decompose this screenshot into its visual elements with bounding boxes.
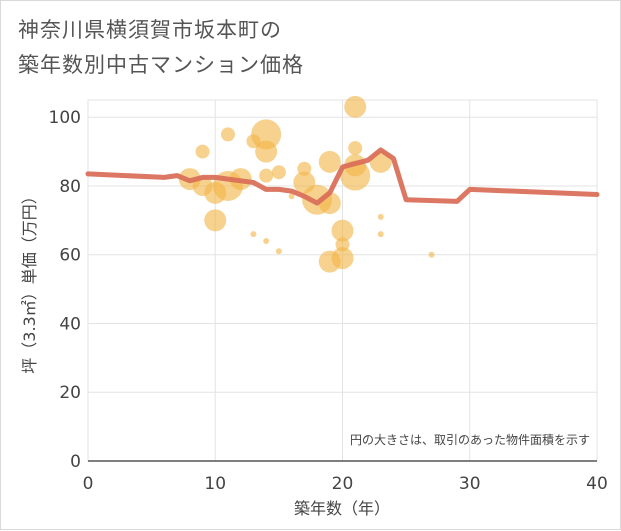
x-axis-label: 築年数（年） [294, 499, 390, 518]
x-tick-label: 10 [204, 474, 226, 494]
bubble-point [204, 209, 227, 232]
bubble-point [259, 168, 274, 183]
y-tick-label: 100 [49, 108, 81, 128]
bubble-point [348, 141, 363, 156]
title-line-2: 築年数別中古マンション価格 [18, 53, 304, 77]
bubble-point [344, 95, 367, 118]
bubble-point [377, 231, 384, 238]
y-tick-labels: 0 20 40 60 80 100 [49, 108, 81, 472]
grid-lines [88, 100, 598, 461]
bubble-point [220, 127, 235, 142]
y-tick-label: 0 [70, 452, 81, 472]
bubble-point [318, 150, 341, 173]
bubble-point [331, 247, 354, 270]
bubble-point [250, 231, 257, 238]
bubble-point [275, 248, 282, 255]
chart-title: 神奈川県横須賀市坂本町の 築年数別中古マンション価格 [18, 13, 304, 83]
bubble-point [195, 144, 210, 159]
average-line-group [85, 147, 600, 206]
bubble-point [428, 251, 435, 258]
bubble-point [288, 193, 295, 200]
average-price-line [85, 147, 600, 206]
bubble-point [271, 165, 286, 180]
bubble-point [251, 119, 282, 150]
x-tick-label: 30 [459, 474, 481, 494]
x-tick-labels: 0 10 20 30 40 [83, 474, 608, 494]
y-tick-label: 40 [59, 314, 81, 334]
x-tick-label: 20 [332, 474, 354, 494]
x-tick-label: 40 [586, 474, 608, 494]
bubble-point [377, 213, 384, 220]
title-line-1: 神奈川県横須賀市坂本町の [18, 18, 282, 42]
bubble-size-note: 円の大きさは、取引のあった物件面積を示す [350, 432, 590, 447]
bubble-point [263, 237, 270, 244]
bubble-point [331, 219, 354, 242]
y-tick-label: 20 [59, 383, 81, 403]
y-tick-label: 80 [59, 177, 81, 197]
y-axis-label: 坪（3.3㎡）単価（万円） [20, 188, 39, 373]
y-tick-label: 60 [59, 246, 81, 266]
x-tick-label: 0 [83, 474, 94, 494]
bubble-point [255, 140, 278, 163]
